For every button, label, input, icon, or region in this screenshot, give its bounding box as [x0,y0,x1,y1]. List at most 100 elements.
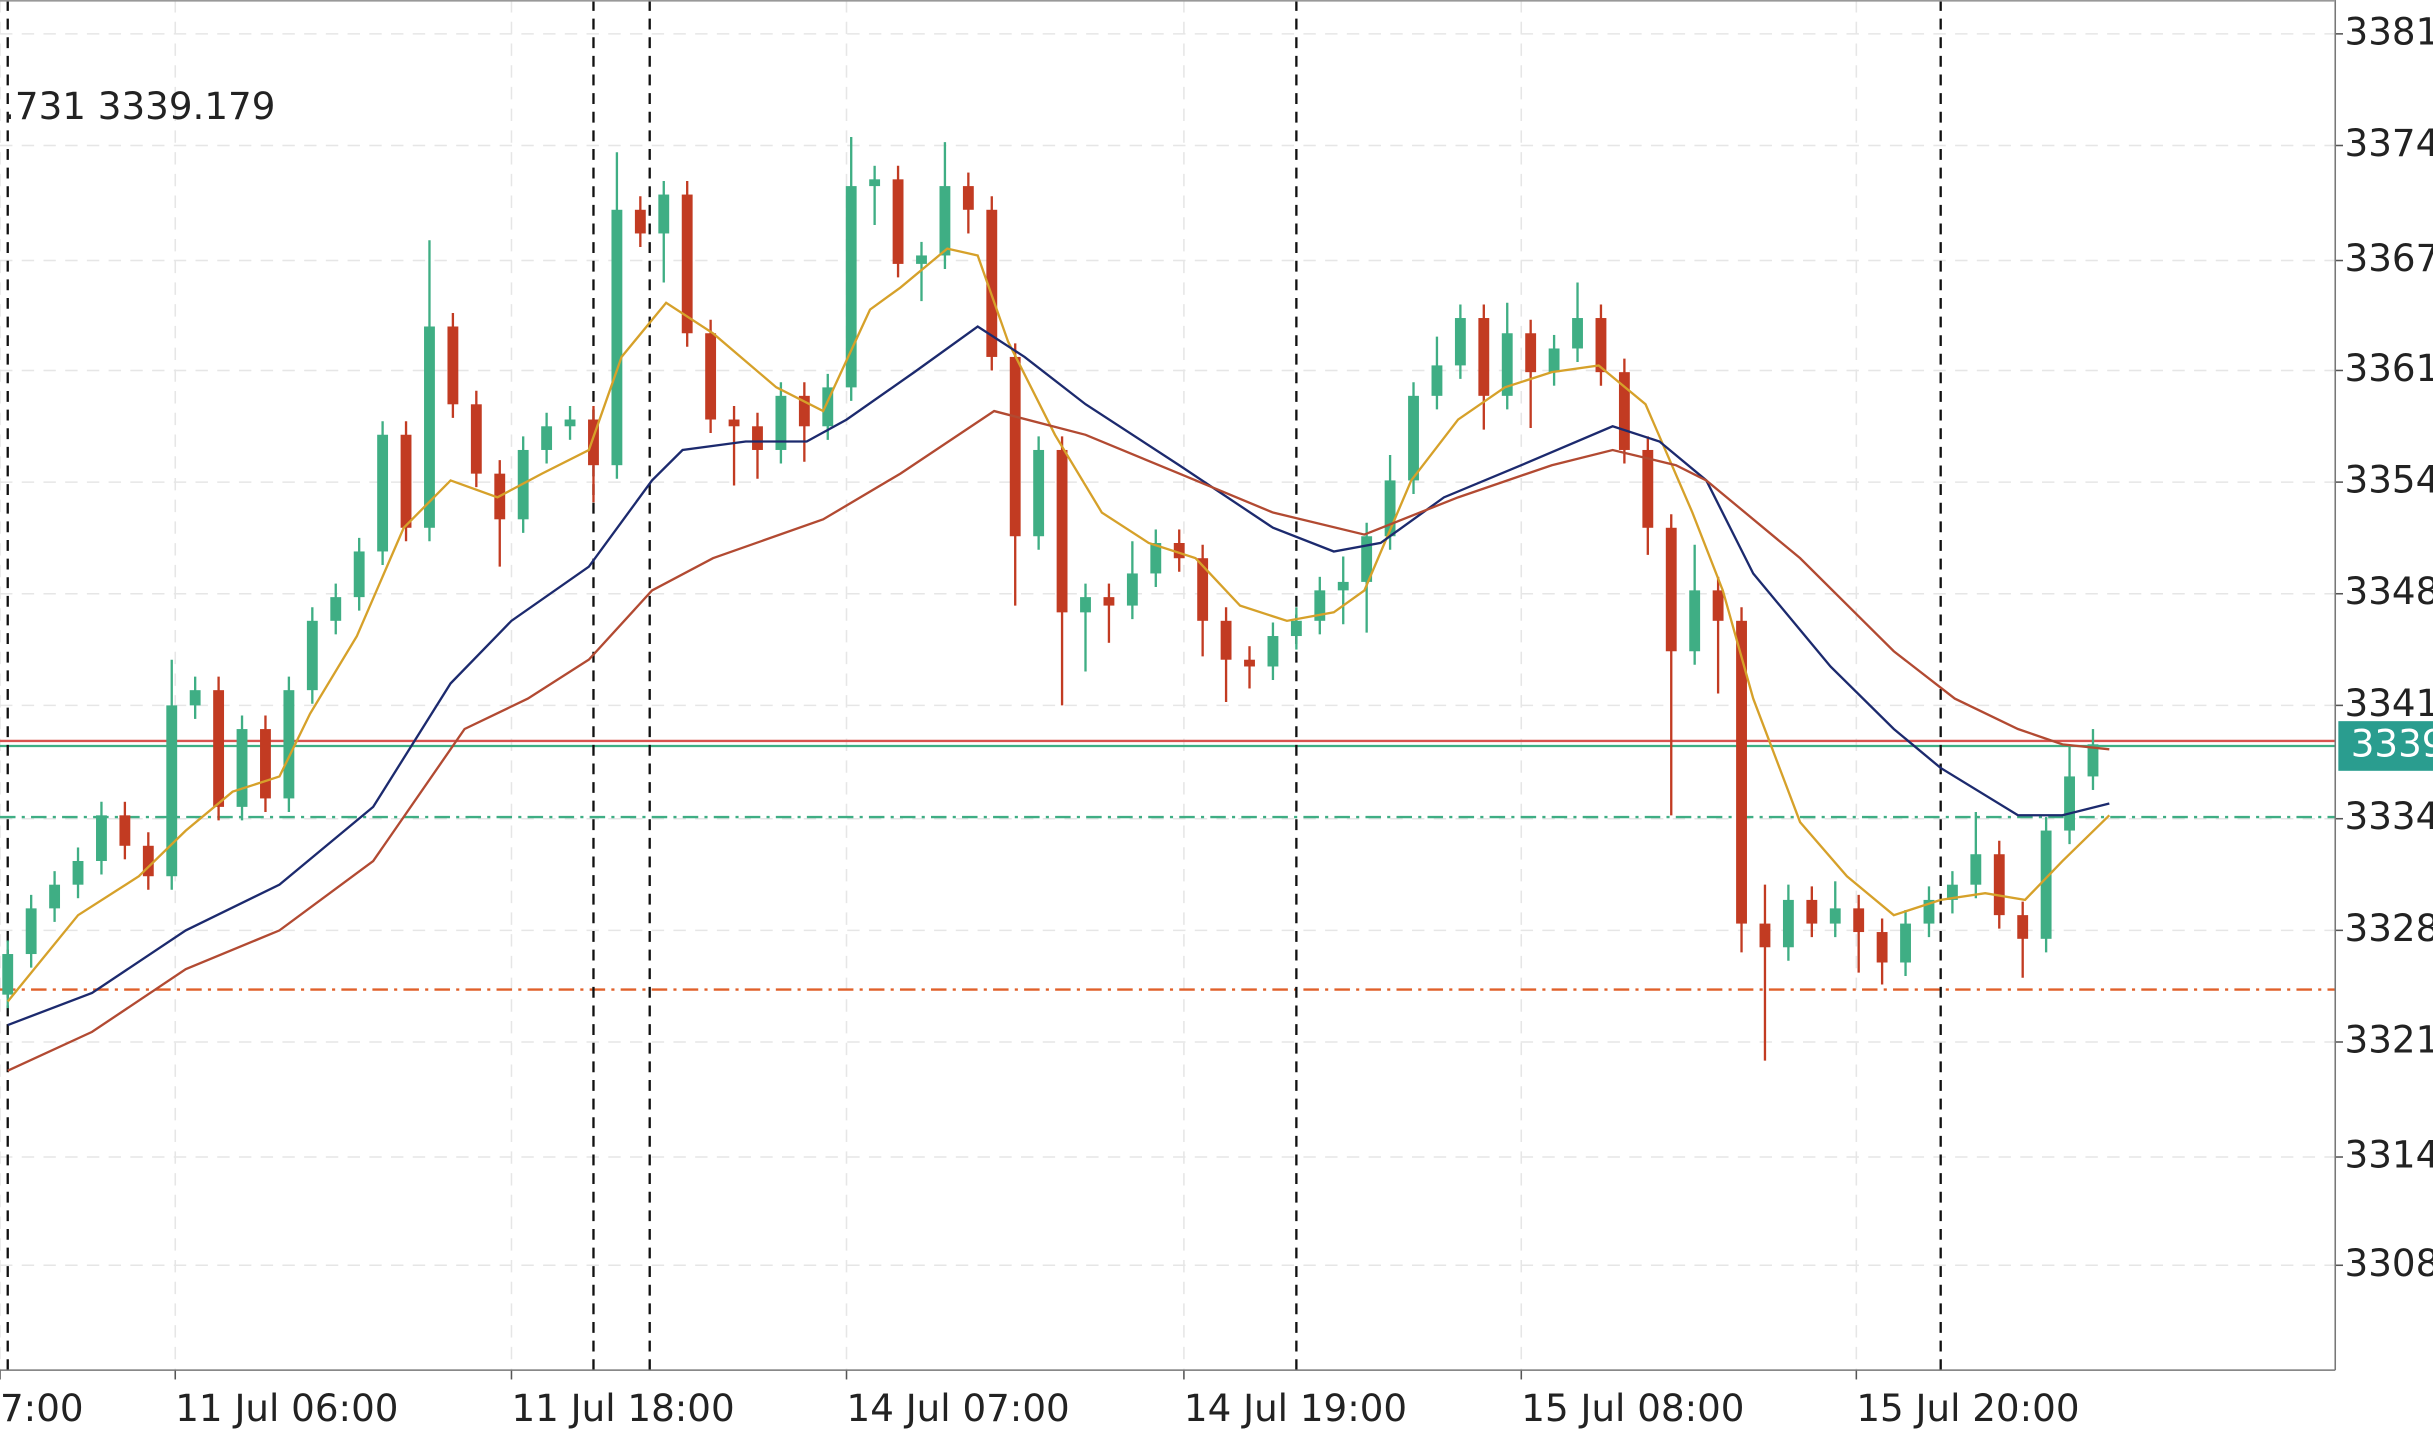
y-tick-label: 3354 [2345,458,2433,502]
candle-body [1290,620,1302,637]
candle-body [2040,830,2052,939]
candle-body [1314,590,1326,621]
candle-body [72,861,84,885]
y-tick-label: 3381 [2345,9,2433,53]
candle-body [1829,908,1841,924]
candle-body [1337,581,1349,591]
candle-body [611,209,623,466]
candle-body [752,426,763,450]
candle-body [1595,318,1607,373]
candle-body [1525,333,1537,373]
x-tick-label: 14 Jul 19:00 [1184,1386,1407,1430]
candle-body [1431,365,1443,396]
candle-body [1126,573,1138,606]
candle-body [142,845,154,877]
candle-body [96,815,107,862]
candle-body [1712,590,1724,621]
candle-body [564,419,576,427]
candle-body [260,729,271,799]
y-tick-label: 3321 [2345,1017,2433,1061]
candle-body [1408,395,1419,481]
candle-body [119,815,131,846]
candle-body [1173,543,1185,559]
candle-body [1220,620,1232,660]
candle-body [1384,480,1396,537]
candle-body [1806,899,1818,924]
candle-body [681,194,693,334]
price-tag [2338,721,2433,771]
y-tick-label: 3367 [2345,236,2433,280]
candle-body [1970,854,1982,885]
candle-body [1759,923,1771,948]
candle-body [1361,536,1373,582]
candle-body [1267,636,1279,667]
candle-body [986,209,998,357]
candle-body [1056,449,1068,613]
candle-body [1642,449,1654,528]
y-tick-label: 3341 [2345,681,2433,725]
candle-body [1501,333,1513,396]
candle-body [1923,899,1935,924]
x-tick-label: 11 Jul 06:00 [175,1386,398,1430]
candle-body [845,186,857,388]
candle-body [236,729,248,807]
candle-body [1782,899,1794,948]
candle-body [892,179,904,264]
y-tick-label: 3374 [2345,121,2433,165]
y-tick-label: 3328 [2345,906,2433,950]
candle-body [658,194,670,234]
candle-body [400,434,412,528]
candle-body [1080,597,1091,613]
candle-body [634,209,646,234]
moving-average [7,409,2110,1072]
candle-body [1548,348,1560,373]
candle-body [728,419,740,427]
candle-body [166,705,178,877]
x-tick-label: 11 Jul 18:00 [511,1386,734,1430]
candle-body [822,387,834,427]
candle-body [869,179,881,187]
candle-body [1197,558,1209,621]
candle-body [1876,932,1888,963]
candle-body [798,395,810,427]
candle-body [1103,597,1115,606]
candle-body [470,404,482,474]
x-tick-label: 7:00 [0,1386,84,1430]
candle-body [962,186,974,210]
price-tag-label: 3339 [2351,721,2433,765]
candle-body [939,186,951,256]
y-tick-label: 3314 [2345,1133,2433,1177]
candle-body [1689,590,1701,652]
candle-body [330,597,342,621]
x-tick-label: 14 Jul 07:00 [847,1386,1070,1430]
candle-body [189,690,201,706]
candle-body [1478,318,1490,396]
candle-body [2064,776,2075,831]
candle-body [283,690,295,799]
candle-body [1736,620,1747,924]
candle-body [306,620,318,691]
candle-body [1993,854,2005,916]
candle-body [1665,527,1677,652]
candle-body [775,395,787,450]
candle-body [424,326,435,528]
info-text: .731 3339.179 [3,84,275,128]
y-tick-label: 3361 [2345,346,2433,390]
candle-body [1033,449,1045,537]
candle-body [213,690,225,807]
candle-body [353,551,365,598]
candle-body [2017,915,2029,939]
moving-average [6,247,2111,1003]
candle-body [25,908,37,955]
candle-body [2,954,14,995]
candle-body [1244,659,1255,667]
candle-body [1853,908,1865,933]
candle-body [1618,372,1630,450]
candle-body [447,326,459,405]
candle-body [1900,923,1911,963]
candle-body [1454,318,1466,366]
candle-body [705,333,717,420]
moving-average [7,325,2110,1027]
